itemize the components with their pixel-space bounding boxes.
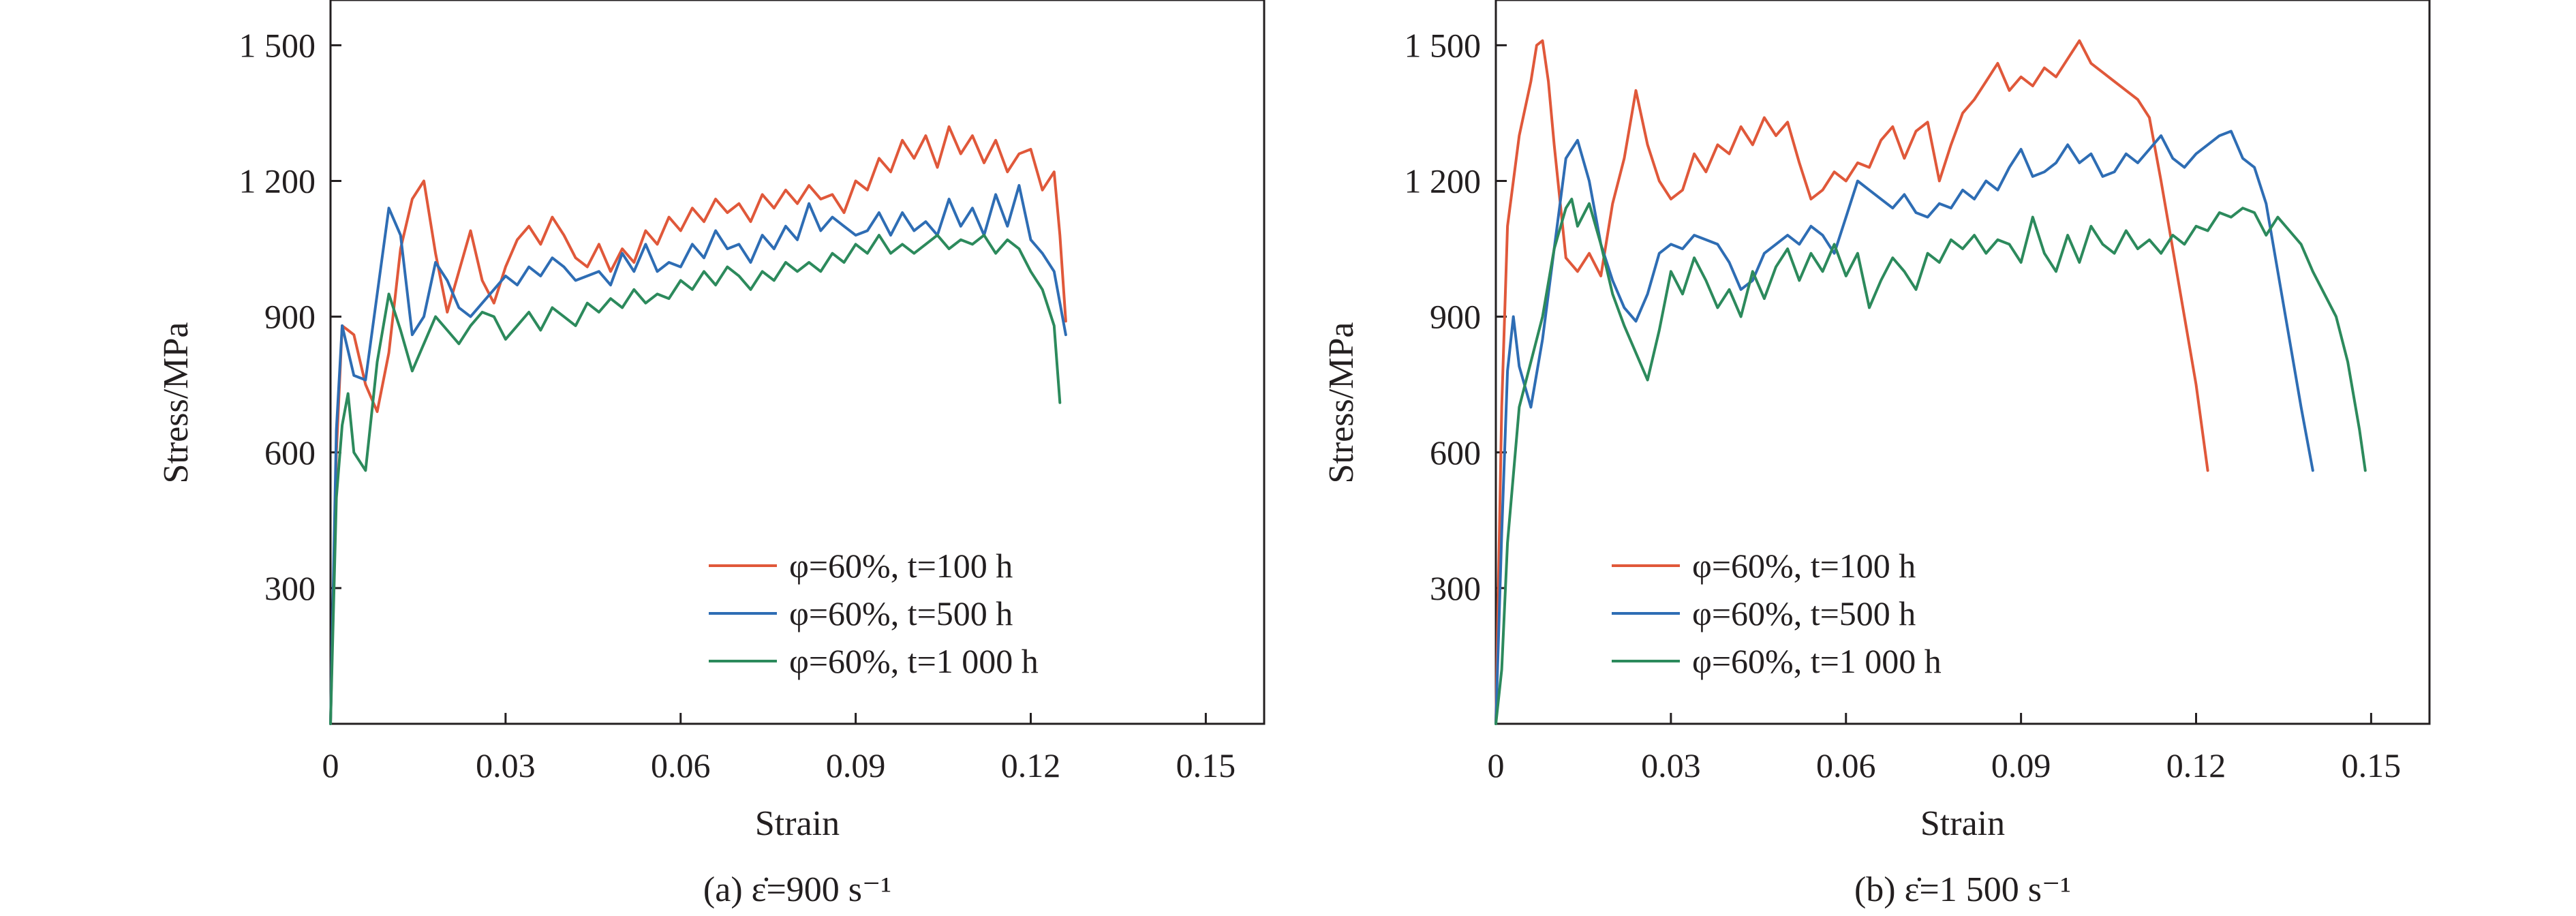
legend-label-a-1: φ=60%, t=500 h	[789, 594, 1013, 632]
y-tick-label-b-4: 1 500	[1405, 26, 1482, 64]
series-line-b-2	[1494, 198, 2367, 725]
ticks-a: 0 0.03 0.06 0.09 0.12 0.15 300 600 900 1 200 1 500	[239, 26, 1236, 784]
legend-a: φ=60%, t=100 h φ=60%, t=500 h φ=60%, t=1 0…	[709, 547, 1039, 680]
legend-label-a-2: φ=60%, t=1 000 h	[789, 642, 1039, 680]
y-tick-label-b-3: 1 200	[1405, 162, 1482, 200]
legend-label-a-0: φ=60%, t=100 h	[789, 547, 1013, 585]
panel-a: 0 0.03 0.06 0.09 0.12 0.15 300 600 900 1 200 1 500…	[157, 0, 1266, 909]
x-axis-title-b: Strain	[1920, 804, 2005, 843]
y-tick-label-b-1: 600	[1430, 433, 1481, 472]
series-line-a-0	[329, 125, 1067, 725]
plot-frame-a	[329, 0, 1266, 725]
x-tick-label-a-5: 0.15	[1176, 746, 1236, 784]
legend-label-b-2: φ=60%, t=1 000 h	[1692, 642, 1942, 680]
series-line-b-1	[1494, 129, 2314, 725]
x-tick-label-a-1: 0.03	[476, 746, 536, 784]
legend-b: φ=60%, t=100 h φ=60%, t=500 h φ=60%, t=1 0…	[1612, 547, 1942, 680]
y-tick-label-b-2: 900	[1430, 298, 1481, 336]
x-tick-label-a-3: 0.09	[826, 746, 886, 784]
x-axis-title-a: Strain	[755, 804, 840, 843]
legend-label-b-1: φ=60%, t=500 h	[1692, 594, 1916, 632]
x-tick-label-a-0: 0	[322, 746, 339, 784]
y-tick-label-a-4: 1 500	[239, 26, 316, 64]
y-tick-label-a-3: 1 200	[239, 162, 316, 200]
series-line-a-1	[329, 184, 1067, 725]
series-group-b	[1494, 39, 2367, 725]
plot-frame-b	[1494, 0, 2431, 725]
y-tick-label-a-2: 900	[264, 298, 316, 336]
y-tick-label-a-1: 600	[264, 433, 316, 472]
series-line-a-2	[329, 234, 1062, 725]
y-axis-title-b: Stress/MPa	[1322, 322, 1361, 484]
y-tick-label-b-0: 300	[1430, 569, 1481, 607]
y-axis-title-a: Stress/MPa	[157, 322, 196, 484]
x-tick-label-b-1: 0.03	[1641, 746, 1701, 784]
caption-a: (a) ε̇=900 s⁻¹	[703, 870, 891, 909]
series-line-b-0	[1494, 39, 2209, 725]
panel-b: 0 0.03 0.06 0.09 0.12 0.15 300 600 900 1 200 1 500…	[1322, 0, 2431, 909]
caption-b: (b) ε̇=1 500 s⁻¹	[1854, 870, 2071, 909]
x-tick-label-b-3: 0.09	[1991, 746, 2051, 784]
legend-label-b-0: φ=60%, t=100 h	[1692, 547, 1916, 585]
x-tick-label-b-4: 0.12	[2166, 746, 2226, 784]
y-tick-label-a-0: 300	[264, 569, 316, 607]
x-tick-label-b-2: 0.06	[1816, 746, 1876, 784]
x-tick-label-b-5: 0.15	[2342, 746, 2402, 784]
x-tick-label-a-4: 0.12	[1001, 746, 1061, 784]
x-tick-label-b-0: 0	[1488, 746, 1505, 784]
ticks-b: 0 0.03 0.06 0.09 0.12 0.15 300 600 900 1 200 1 500	[1405, 26, 2402, 784]
x-tick-label-a-2: 0.06	[651, 746, 711, 784]
series-group-a	[329, 125, 1067, 725]
